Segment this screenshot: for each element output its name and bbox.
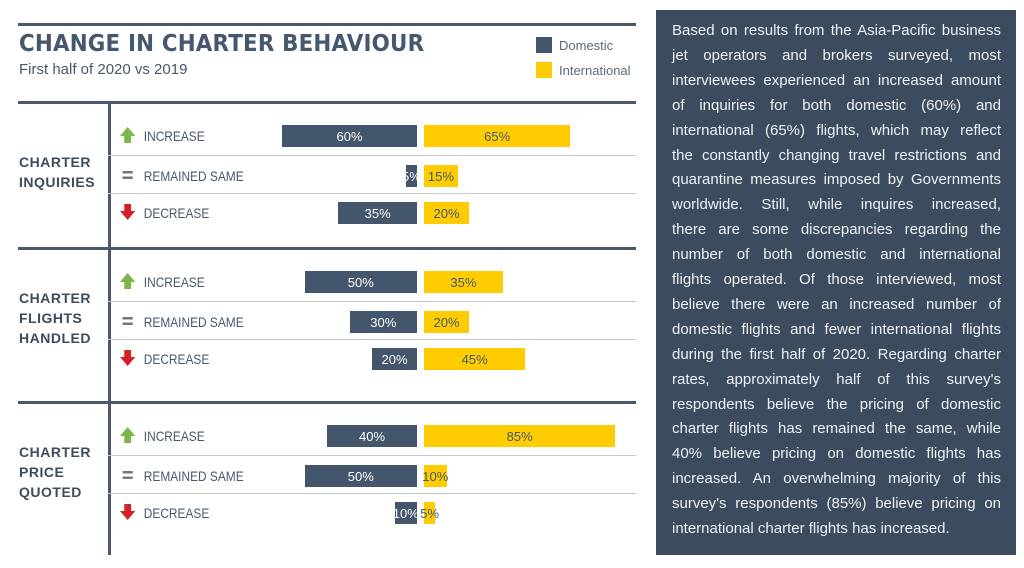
row-label: DECREASE: [120, 503, 209, 523]
row-separator: [108, 193, 636, 194]
row-label-text: DECREASE: [143, 351, 210, 367]
row-label: REMAINED SAME: [120, 312, 244, 332]
group-label-line: CHARTER: [19, 444, 91, 460]
group-separator: [18, 401, 636, 404]
legend-label: Domestic: [559, 37, 614, 53]
bar-domestic: 60%: [282, 125, 417, 147]
panel-text-line: respondents believe the pricing of domes…: [672, 395, 1001, 413]
panel-text-line: flights operated. Of those interviewed, …: [672, 271, 1001, 288]
panel-text-line: international charter flights has increa…: [672, 520, 950, 537]
row-separator: [108, 493, 636, 494]
group-label-line: CHARTER: [19, 290, 91, 306]
bar-domestic: 40%: [327, 425, 417, 447]
arrow-down-icon: [120, 503, 136, 523]
row-separator: [108, 455, 636, 456]
bar-domestic: 30%: [349, 311, 417, 333]
row-separator: [108, 339, 636, 340]
bar-international: 85%: [424, 425, 616, 447]
bar-international: 15%: [424, 165, 458, 187]
chart-subtitle: First half of 2020 vs 2019: [19, 61, 188, 78]
panel-text-line: worldwide. Still, while inquires increas…: [672, 196, 1001, 214]
group-label-line: PRICE: [19, 464, 65, 480]
bar-domestic: 5%: [402, 165, 421, 187]
row-label: INCREASE: [120, 126, 205, 146]
legend-domestic: Domestic: [536, 37, 613, 53]
arrow-down-icon: [120, 349, 136, 369]
group-label-line: INQUIRIES: [19, 174, 96, 190]
panel-text-line: of inquiries for both domestic (60%) and: [672, 96, 1001, 114]
bar-international: 35%: [424, 271, 503, 293]
top-rule: [18, 23, 636, 26]
arrow-up-icon: [120, 272, 136, 292]
bar-domestic: 50%: [304, 465, 417, 487]
bar-international: 10%: [422, 465, 448, 487]
panel-text-line: there are some discrepancies regarding t…: [672, 221, 1001, 239]
group-label: CHARTER PRICE QUOTED: [19, 442, 91, 502]
panel-text-line: the constantly changing travel restricti…: [672, 146, 1001, 164]
row-label: REMAINED SAME: [120, 466, 244, 486]
bar-international: 5%: [420, 502, 439, 524]
equals-icon: [120, 313, 135, 332]
panel-text-line: quarantine measures imposed by Governmen…: [672, 171, 1001, 189]
axis-line: [108, 102, 111, 555]
bar-domestic: 35%: [338, 202, 417, 224]
bar-domestic: 50%: [304, 271, 417, 293]
row-separator: [108, 155, 636, 156]
bar-international: 20%: [424, 202, 469, 224]
equals-icon: [120, 167, 135, 186]
group-label: CHARTER INQUIRIES: [19, 152, 95, 192]
header-rule: [18, 101, 636, 104]
panel-text-line: domestic flights and fewer international…: [672, 320, 1001, 338]
row-label-text: REMAINED SAME: [143, 468, 244, 484]
panel-text-line: survey's respondents (85%) believe prici…: [672, 495, 1001, 513]
panel-text-line: international (65%) flights, which may r…: [672, 121, 1001, 139]
bar-international: 20%: [424, 311, 469, 333]
legend-international: International: [536, 62, 631, 78]
group-separator: [18, 247, 636, 250]
panel-text-line: 40% believe pricing on domestic flights …: [672, 445, 1001, 463]
panel-text-line: number of both domestic and internationa…: [672, 246, 1001, 264]
bar-domestic: 10%: [393, 502, 419, 524]
panel-text-line: believe there were an increased number o…: [672, 295, 1001, 313]
row-label: REMAINED SAME: [120, 166, 244, 186]
row-label: DECREASE: [120, 203, 209, 223]
row-label: DECREASE: [120, 349, 209, 369]
legend-swatch-domestic: [536, 37, 552, 53]
panel-text-line: during the first half of 2020. Regarding…: [672, 345, 1001, 363]
arrow-down-icon: [120, 203, 136, 223]
arrow-up-icon: [120, 426, 136, 446]
equals-icon: [120, 467, 135, 486]
group-label-line: CHARTER: [19, 154, 91, 170]
row-label: INCREASE: [120, 426, 205, 446]
legend-label: International: [559, 62, 631, 78]
bar-domestic: 20%: [372, 348, 417, 370]
panel-text-line: increased. An overwhelming majority of t…: [672, 470, 1001, 488]
panel-text-line: Based on results from the Asia-Pacific b…: [672, 22, 1001, 39]
bar-international: 65%: [424, 125, 571, 147]
summary-panel: Based on results from the Asia-Pacific b…: [656, 10, 1016, 555]
row-label-text: INCREASE: [143, 428, 205, 444]
row-label-text: DECREASE: [143, 505, 210, 521]
panel-text-line: rates, approximately half of this survey…: [672, 370, 1001, 388]
group-label: CHARTER FLIGHTS HANDLED: [19, 288, 91, 348]
group-label-line: QUOTED: [19, 484, 82, 500]
panel-text-line: charter flights has remained the same, w…: [672, 420, 1001, 438]
panel-text-line: jet operators and brokers surveyed, most: [672, 46, 1001, 64]
row-label-text: INCREASE: [143, 128, 205, 144]
row-label-text: DECREASE: [143, 205, 210, 221]
row-label: INCREASE: [120, 272, 205, 292]
legend-swatch-international: [536, 62, 552, 78]
row-label-text: INCREASE: [143, 274, 205, 290]
arrow-up-icon: [120, 126, 136, 146]
row-label-text: REMAINED SAME: [143, 168, 244, 184]
row-label-text: REMAINED SAME: [143, 314, 244, 330]
chart-title: CHANGE IN CHARTER BEHAVIOUR: [19, 31, 425, 57]
bar-international: 45%: [424, 348, 526, 370]
row-separator: [108, 301, 636, 302]
panel-text-line: interviewees experienced an increased am…: [672, 71, 1001, 89]
group-label-line: HANDLED: [19, 330, 91, 346]
group-label-line: FLIGHTS: [19, 310, 83, 326]
